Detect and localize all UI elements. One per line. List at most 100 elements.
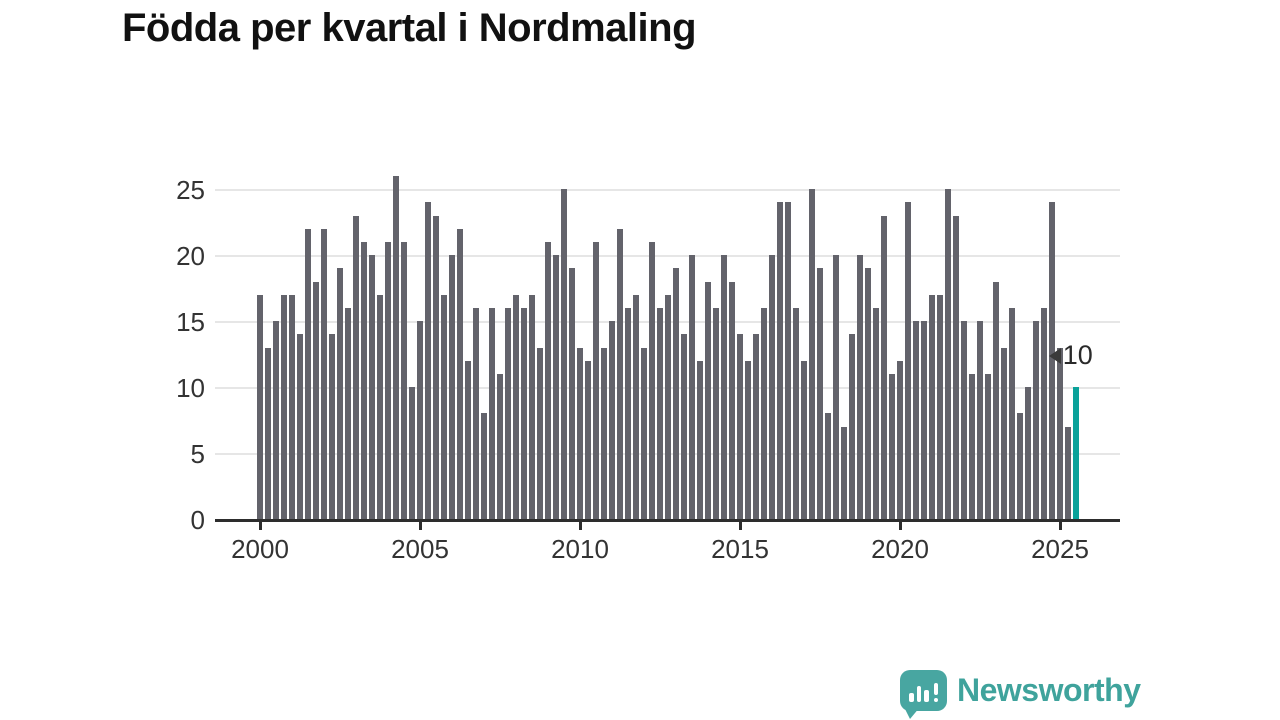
logo-mini-barchart-icon: [909, 686, 929, 702]
bar: [760, 307, 768, 519]
x-axis-tick: [1059, 522, 1062, 530]
x-axis-tick: [739, 522, 742, 530]
annotation-pointer-icon: [1048, 348, 1061, 365]
bar: [800, 360, 808, 519]
bar: [408, 387, 416, 519]
bar: [824, 413, 832, 519]
bar: [984, 373, 992, 519]
bar: [528, 294, 536, 519]
bar: [1056, 347, 1064, 519]
newsworthy-logo: Newsworthy: [900, 665, 1141, 719]
bar: [552, 255, 560, 519]
bar: [752, 334, 760, 519]
bar: [688, 255, 696, 519]
bar: [744, 360, 752, 519]
bar: [280, 294, 288, 519]
bar: [256, 294, 264, 519]
bar: [656, 307, 664, 519]
bar: [400, 242, 408, 519]
bar: [288, 294, 296, 519]
bar: [728, 281, 736, 519]
bar-chart-plot-area: 0 5 10 15 20 25 2000 2005 2010 2015 2020 2025 10: [176, 170, 1120, 564]
bar: [680, 334, 688, 519]
bar: [368, 255, 376, 519]
bar: [568, 268, 576, 519]
logo-exclamation-icon: [933, 683, 938, 695]
bar: [464, 360, 472, 519]
bar: [920, 321, 928, 519]
x-axis-tick: [579, 522, 582, 530]
x-axis-tick-label: 2020: [871, 534, 929, 564]
gridline: [215, 255, 1120, 258]
y-axis-tick-label: 15: [176, 307, 205, 338]
bar: [488, 307, 496, 519]
chart-title: Födda per kvartal i Nordmaling: [122, 6, 697, 50]
y-axis-tick-label: 10: [176, 373, 205, 404]
bar: [480, 413, 488, 519]
bar: [544, 242, 552, 519]
bar: [640, 347, 648, 519]
logo-bubble-tail: [904, 707, 920, 719]
bar: [264, 347, 272, 519]
x-axis-tick: [899, 522, 902, 530]
logo-exclamation-dot-icon: [933, 697, 938, 702]
bar: [600, 347, 608, 519]
bar: [808, 189, 816, 519]
bar: [632, 294, 640, 519]
logo-text: Newsworthy: [957, 671, 1141, 708]
bar: [960, 321, 968, 519]
bar: [928, 294, 936, 519]
bar: [624, 307, 632, 519]
bar: [768, 255, 776, 519]
annotation-value: 10: [1062, 340, 1093, 371]
bar: [512, 294, 520, 519]
y-axis-tick-label: 5: [190, 439, 205, 470]
bar: [336, 268, 344, 519]
bar: [912, 321, 920, 519]
bar: [1024, 387, 1032, 519]
bar: [792, 307, 800, 519]
bar: [584, 360, 592, 519]
bar: [320, 228, 328, 519]
bar: [952, 215, 960, 519]
bar: [384, 242, 392, 519]
bar: [312, 281, 320, 519]
bar: [648, 242, 656, 519]
latest-value-annotation: 10: [1048, 340, 1093, 371]
bar: [536, 347, 544, 519]
bar: [992, 281, 1000, 519]
bar: [416, 321, 424, 519]
bar: [904, 202, 912, 519]
highlighted-bar-latest-quarter: [1072, 387, 1080, 519]
bar: [712, 307, 720, 519]
bar: [880, 215, 888, 519]
y-axis-tick-label: 25: [176, 175, 205, 206]
bar: [296, 334, 304, 519]
x-axis-tick: [419, 522, 422, 530]
bar: [1000, 347, 1008, 519]
bar: [1032, 321, 1040, 519]
bar: [840, 426, 848, 519]
bar: [272, 321, 280, 519]
bar: [376, 294, 384, 519]
x-axis-tick-label: 2000: [231, 534, 289, 564]
bar: [440, 294, 448, 519]
bar: [608, 321, 616, 519]
bar: [816, 268, 824, 519]
bar: [864, 268, 872, 519]
bar: [504, 307, 512, 519]
y-axis-tick-label: 20: [176, 241, 205, 272]
bar: [664, 294, 672, 519]
gridline: [215, 189, 1120, 192]
bar: [888, 373, 896, 519]
y-axis-tick-label: 0: [190, 505, 205, 535]
bar: [672, 268, 680, 519]
bar: [432, 215, 440, 519]
bar: [776, 202, 784, 519]
x-axis-line: [215, 519, 1120, 522]
bar: [328, 334, 336, 519]
bar: [392, 176, 400, 519]
bar: [872, 307, 880, 519]
bar: [968, 373, 976, 519]
bar: [832, 255, 840, 519]
